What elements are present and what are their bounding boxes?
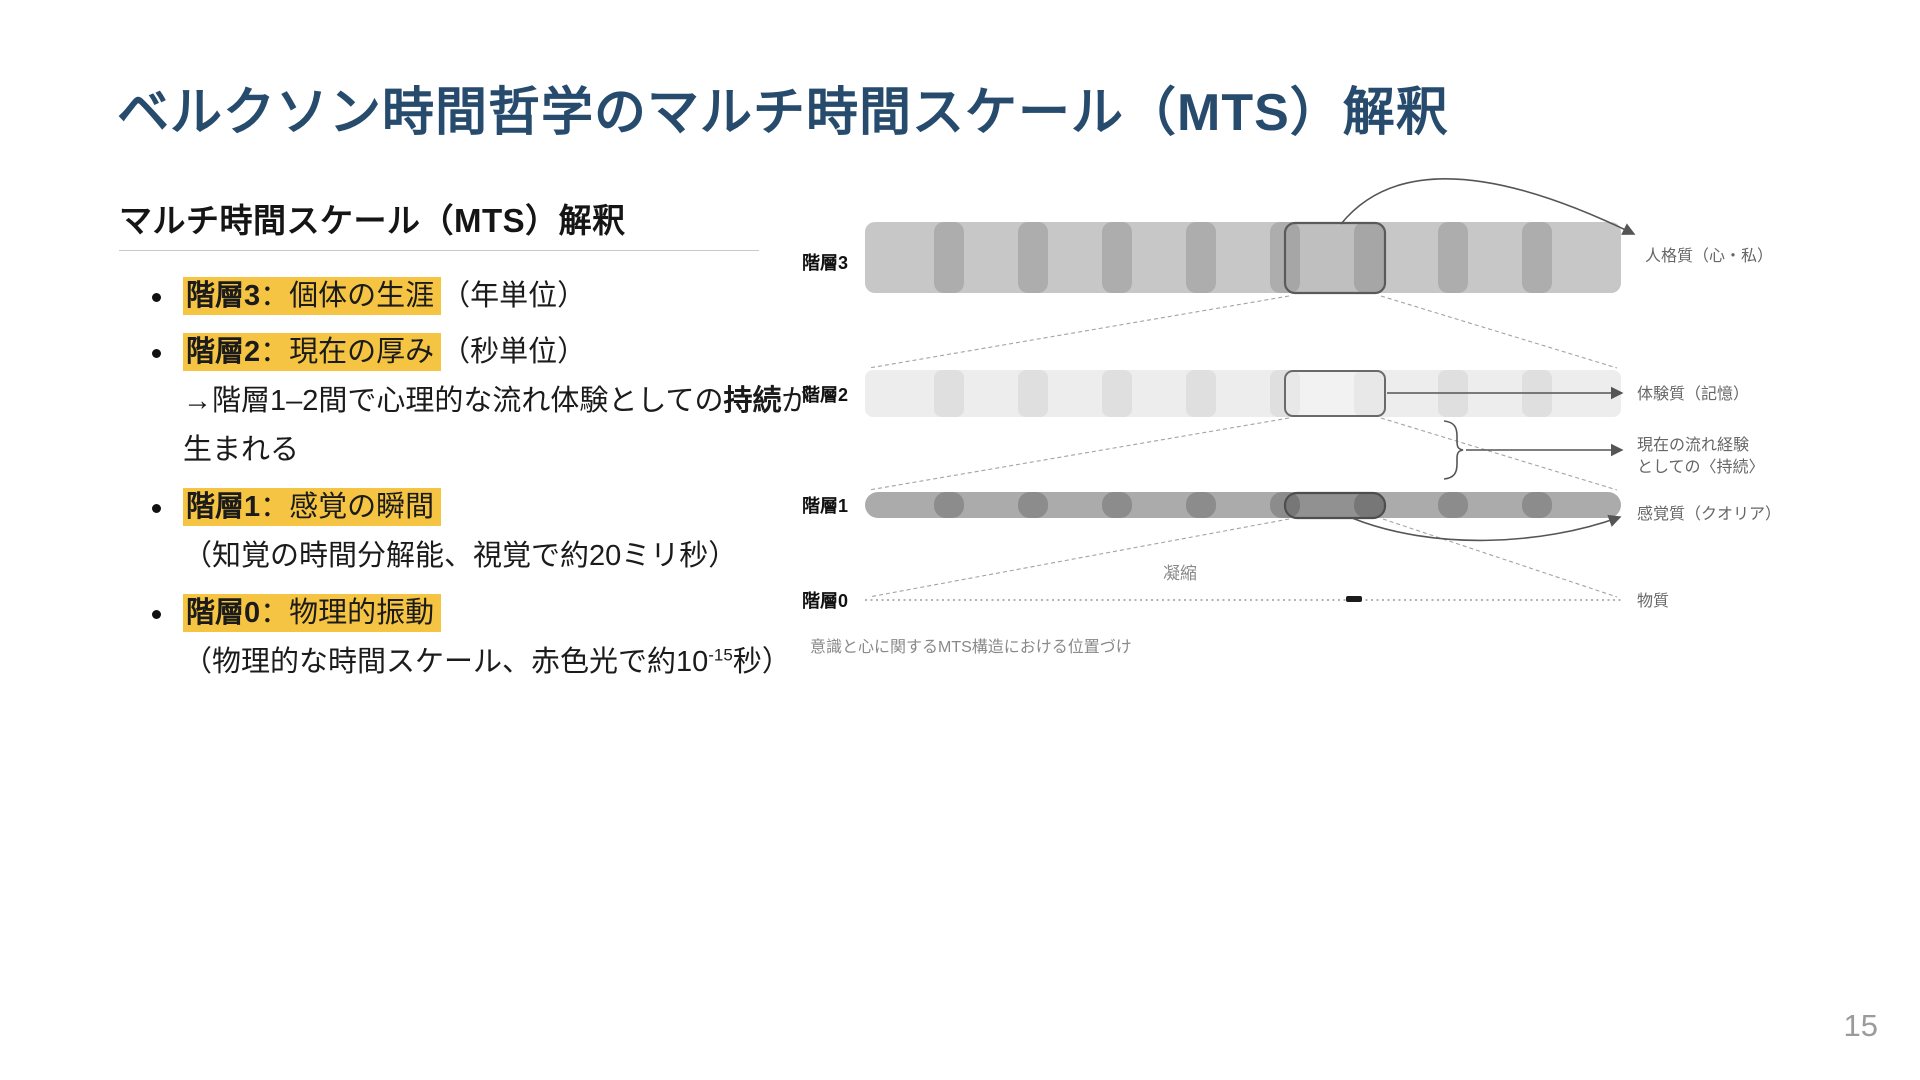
highlight-layer1: 階層1：感覚の瞬間 xyxy=(183,488,442,526)
bullet-layer1-line2: （知覚の時間分解能、視覚で約20ミリ秒） xyxy=(183,540,738,572)
label-personal-quality: 人格質（心・私） xyxy=(1645,247,1773,265)
slide-title: ベルクソン時間哲学のマルチ時間スケール（MTS）解釈 xyxy=(117,84,1449,142)
arrow-to-personal xyxy=(1340,178,1636,235)
bullet-marker xyxy=(152,293,161,302)
row-label-3: 階層3 xyxy=(802,253,848,273)
bullet-layer1-line1: 階層1：感覚の瞬間 xyxy=(183,483,870,532)
bullet-marker xyxy=(152,610,161,619)
hierarchy-row-3 xyxy=(865,221,1621,295)
bullet-layer3: 階層3：個体の生涯 （年単位） xyxy=(150,272,870,321)
label-condensation: 凝縮 xyxy=(1163,564,1197,583)
mts-diagram: 階層3 階層2 階層1 階層0 人格質（心・私） 体験質（記憶） 現在の流れ経験… xyxy=(802,178,1781,656)
label-matter: 物質 xyxy=(1637,592,1669,610)
row-label-2: 階層2 xyxy=(802,385,848,405)
bullet-layer2-line3: 生まれる xyxy=(183,434,300,466)
row-label-1: 階層1 xyxy=(802,496,848,516)
label-duration-line2: としての〈持続〉 xyxy=(1637,458,1765,476)
expansion-lines xyxy=(868,295,1618,598)
bullet-layer0-line2: （物理的な時間スケール、赤色光で約10-15秒） xyxy=(183,645,791,678)
bullet-layer3-line1: 階層3：個体の生涯 （年単位） xyxy=(183,272,870,321)
bullet-layer0: 階層0：物理的振動 （物理的な時間スケール、赤色光で約10-15秒） xyxy=(150,589,870,687)
highlight-layer3: 階層3：個体の生涯 xyxy=(183,277,442,315)
bullet-marker xyxy=(152,349,161,358)
arrow-to-qualia xyxy=(1351,514,1622,542)
selected-unit-row2 xyxy=(1284,370,1386,417)
section-heading: マルチ時間スケール（MTS）解釈 xyxy=(119,202,626,239)
selected-unit-row3 xyxy=(1283,221,1387,295)
bullet-layer2: 階層2：現在の厚み （秒単位） →階層1–2間で心理的な流れ体験としての持続が 生… xyxy=(150,328,870,475)
row-label-0: 階層0 xyxy=(802,591,848,611)
bullet-layer1: 階層1：感覚の瞬間 （知覚の時間分解能、視覚で約20ミリ秒） xyxy=(150,483,870,581)
hierarchy-row-1 xyxy=(865,491,1621,520)
label-duration-line1: 現在の流れ経験 xyxy=(1637,436,1749,454)
duration-brace xyxy=(1443,420,1464,480)
bullet-layer2-line1: 階層2：現在の厚み （秒単位） xyxy=(183,328,870,377)
highlight-layer0: 階層0：物理的振動 xyxy=(183,594,442,632)
highlight-layer2: 階層2：現在の厚み xyxy=(183,333,442,371)
annotation-arrows xyxy=(1340,178,1636,542)
bullet-layer2-line2: →階層1–2間で心理的な流れ体験としての持続が xyxy=(183,385,811,417)
bullet-layer0-line1: 階層0：物理的振動 xyxy=(183,589,870,638)
hierarchy-row-2 xyxy=(865,370,1621,417)
hierarchy-row-0 xyxy=(865,596,1621,602)
heading-divider xyxy=(119,250,759,251)
label-experience-quality: 体験質（記憶） xyxy=(1637,385,1749,403)
page-number: 15 xyxy=(1843,1008,1878,1043)
selected-unit-row0 xyxy=(1346,596,1362,602)
diagram-caption: 意識と心に関するMTS構造における位置づけ xyxy=(810,637,1132,656)
bullet-marker xyxy=(152,504,161,513)
label-qualia: 感覚質（クオリア） xyxy=(1637,505,1781,523)
selected-unit-row1 xyxy=(1283,491,1387,520)
